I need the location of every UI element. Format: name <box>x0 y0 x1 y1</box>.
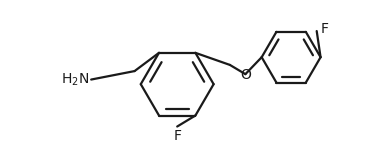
Text: H$_2$N: H$_2$N <box>61 71 89 88</box>
Text: F: F <box>173 129 181 143</box>
Text: O: O <box>240 68 251 82</box>
Text: F: F <box>321 22 329 36</box>
